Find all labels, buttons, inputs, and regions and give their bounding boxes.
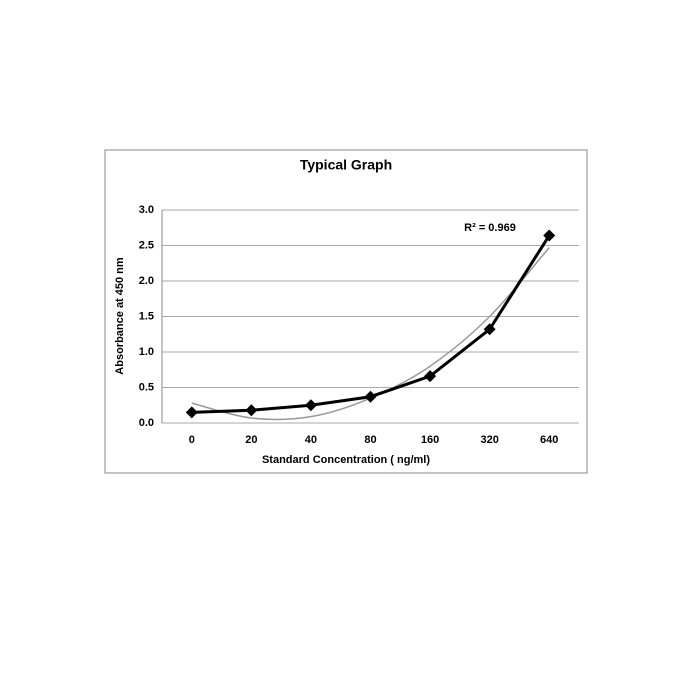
x-tick-label: 0 <box>189 434 195 446</box>
marker <box>185 406 198 419</box>
marker <box>245 404 258 417</box>
y-tick-label: 2.0 <box>139 275 154 287</box>
x-tick-label: 160 <box>421 434 439 446</box>
y-tick-label: 0.5 <box>139 381 154 393</box>
chart-frame <box>104 149 588 474</box>
x-tick-label: 40 <box>305 434 317 446</box>
marker <box>424 370 437 383</box>
y-axis-label: Absorbance at 450 nm <box>114 257 126 375</box>
x-tick-label: 640 <box>540 434 558 446</box>
x-tick-label: 320 <box>480 434 498 446</box>
y-tick-label: 2.5 <box>139 239 154 251</box>
marker <box>483 323 496 336</box>
y-tick-label: 1.0 <box>139 346 154 358</box>
marker <box>543 229 556 242</box>
chart-title: Typical Graph <box>300 157 392 173</box>
annotation: R² = 0.969 <box>464 222 516 234</box>
y-tick-label: 0.0 <box>139 417 154 429</box>
x-tick-label: 80 <box>364 434 376 446</box>
marker <box>304 399 317 412</box>
x-axis-label: Standard Concentration ( ng/ml) <box>262 454 430 466</box>
y-tick-label: 1.5 <box>139 310 154 322</box>
marker <box>364 390 377 403</box>
y-tick-label: 3.0 <box>139 204 154 216</box>
x-tick-label: 20 <box>245 434 257 446</box>
